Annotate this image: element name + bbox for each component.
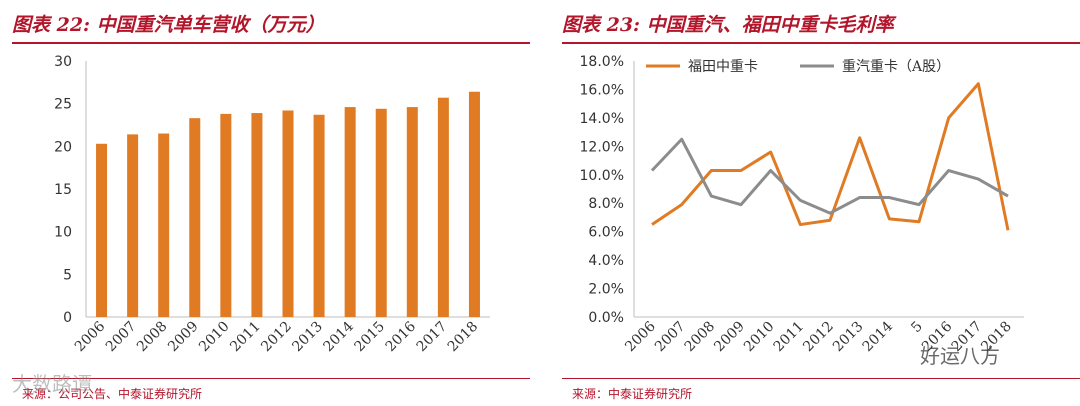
x-tick-label: 2014 [860, 318, 897, 355]
watermark-left: 大数路谭 [12, 372, 92, 396]
bar [220, 113, 232, 317]
x-tick-label: 2012 [800, 319, 837, 356]
legend-label-sinotruk: 重汽重卡（A股） [842, 59, 950, 75]
bar [344, 107, 356, 317]
right-panel: 图表 23: 中国重汽、福田中重卡毛利率 0.0% 2.0% 4.0% 6.0% 8.0… [550, 0, 1080, 406]
y-tick-label: 25 [54, 97, 72, 113]
left-chart-title: 图表 22: 中国重汽单车营收（万元） [12, 14, 325, 36]
bar [313, 114, 325, 317]
y-tick-label: 0.0% [588, 310, 624, 326]
x-tick-label: 2013 [830, 319, 867, 356]
right-title-bar: 图表 23: 中国重汽、福田中重卡毛利率 [562, 6, 1080, 44]
bar [437, 97, 449, 318]
x-tick-label: 5 [908, 319, 926, 337]
watermark-right: 好运八方 [920, 344, 1000, 368]
right-title-rule [562, 42, 1080, 44]
line-chart: 0.0% 2.0% 4.0% 6.0% 8.0% 10.0% 12.0% 14.0% 16.0%… [580, 54, 1024, 356]
left-panel: 图表 22: 中国重汽单车营收（万元） 0 5 10 15 20 25 30 2006 2007… [0, 0, 530, 406]
x-tick-label: 2008 [134, 319, 171, 356]
x-tick-label: 2006 [72, 318, 109, 355]
y-tick-label: 15 [54, 182, 72, 198]
x-tick-label: 2007 [652, 319, 689, 356]
x-tick-label: 2007 [103, 319, 140, 356]
right-source-rule [562, 378, 1080, 379]
bar [251, 113, 263, 317]
x-tick-label: 2018 [445, 319, 482, 356]
y-tick-label: 6.0% [588, 225, 624, 241]
series-line-futian [651, 82, 1010, 231]
y-tick-label: 18.0% [580, 54, 624, 70]
y-tick-label: 12.0% [580, 139, 624, 155]
left-source: 来源：公司公告、中泰证券研究所 [22, 387, 203, 401]
y-tick-label: 5 [63, 267, 72, 283]
y-tick-label: 8.0% [588, 196, 624, 212]
x-tick-label: 2016 [383, 318, 420, 355]
bar [96, 143, 108, 317]
y-tick-label: 10 [54, 225, 72, 241]
x-tick-label: 2009 [711, 319, 748, 356]
legend-label-futian: 福田中重卡 [688, 59, 758, 75]
x-tick-label: 2009 [165, 319, 202, 356]
y-tick-label: 20 [54, 139, 72, 155]
bar [282, 110, 294, 317]
y-tick-label: 14.0% [580, 111, 624, 127]
x-tick-label: 2014 [320, 318, 357, 355]
x-tick-label: 2008 [682, 319, 719, 356]
x-tick-label: 2013 [289, 319, 326, 356]
bar [468, 91, 480, 317]
y-tick-label: 4.0% [588, 253, 624, 269]
series-line-sinotruk [650, 137, 1009, 215]
x-tick-label: 2006 [622, 318, 659, 355]
bar [158, 133, 170, 317]
x-tick-label: 2011 [771, 319, 808, 356]
bar [406, 107, 418, 317]
right-chart-title: 图表 23: 中国重汽、福田中重卡毛利率 [562, 14, 894, 36]
x-tick-label: 2012 [258, 319, 295, 356]
y-tick-label: 30 [54, 54, 72, 70]
x-tick-label: 2010 [196, 319, 233, 356]
x-tick-label: 2010 [741, 319, 778, 356]
y-tick-label: 2.0% [588, 282, 624, 298]
left-source-rule [12, 378, 530, 379]
x-tick-label: 2015 [352, 319, 389, 356]
bar [127, 134, 139, 317]
x-tick-label: 2011 [227, 319, 264, 356]
x-tick-label: 2017 [414, 319, 451, 356]
left-title-bar: 图表 22: 中国重汽单车营收（万元） [12, 6, 530, 44]
bar [375, 108, 387, 317]
right-source: 来源：中泰证券研究所 [572, 387, 693, 401]
bar [189, 118, 201, 317]
y-tick-label: 0 [63, 310, 72, 326]
y-tick-label: 16.0% [580, 82, 624, 98]
left-title-rule [12, 42, 530, 44]
bar-chart: 0 5 10 15 20 25 30 2006200720082009201020112012… [54, 54, 490, 356]
y-tick-label: 10.0% [580, 168, 624, 184]
